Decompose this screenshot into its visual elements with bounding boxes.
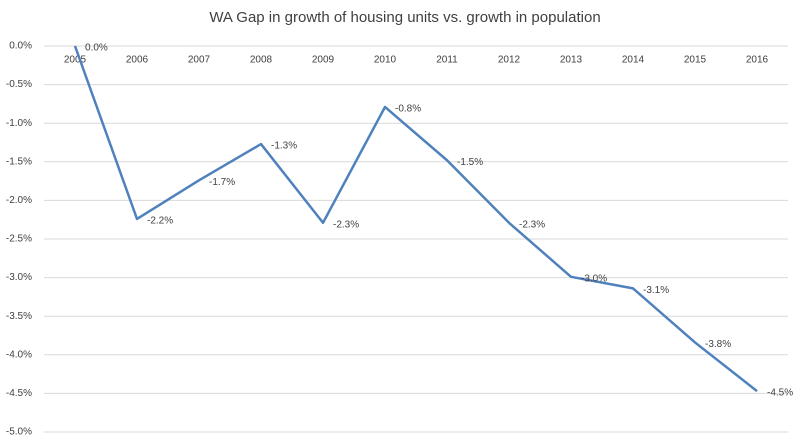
y-tick-label: -2.5%	[6, 234, 32, 245]
chart-title: WA Gap in growth of housing units vs. gr…	[209, 9, 600, 26]
data-label: -2.3%	[519, 219, 545, 230]
data-label: 0.0%	[85, 43, 108, 54]
line-series	[73, 45, 758, 393]
x-tick-label: 2007	[188, 55, 211, 66]
data-label: -1.7%	[209, 177, 235, 188]
data-label: -3.1%	[643, 285, 669, 296]
x-tick-label: 2005	[64, 55, 87, 66]
y-tick-label: -3.5%	[6, 311, 32, 322]
y-tick-label: -1.5%	[6, 156, 32, 167]
y-tick-label: -4.5%	[6, 388, 32, 399]
y-tick-label: -1.0%	[6, 118, 32, 129]
x-tick-label: 2008	[250, 55, 273, 66]
data-label: -1.3%	[271, 141, 297, 152]
x-tick-label: 2013	[560, 55, 583, 66]
data-label: -3.0%	[581, 273, 607, 284]
x-tick-label: 2014	[622, 55, 645, 66]
x-tick-label: 2009	[312, 55, 335, 66]
y-tick-label: -5.0%	[6, 427, 32, 436]
x-tick-label: 2011	[436, 55, 458, 66]
data-label: -1.5%	[457, 157, 483, 168]
y-tick-label: 0.0%	[9, 41, 32, 52]
x-tick-label: 2010	[374, 55, 397, 66]
data-label: -2.2%	[147, 216, 173, 227]
data-label: -2.3%	[333, 219, 359, 230]
x-tick-label: 2015	[684, 55, 707, 66]
y-tick-label: -0.5%	[6, 79, 32, 90]
x-tick-label: 2016	[746, 55, 769, 66]
y-tick-label: -4.0%	[6, 349, 32, 360]
data-label: -4.5%	[767, 388, 793, 399]
y-tick-label: -3.0%	[6, 272, 32, 283]
x-tick-label: 2006	[126, 55, 149, 66]
data-label: -3.8%	[705, 339, 731, 350]
x-tick-label: 2012	[498, 55, 521, 66]
data-label: -0.8%	[395, 104, 421, 115]
y-tick-label: -2.0%	[6, 195, 32, 206]
